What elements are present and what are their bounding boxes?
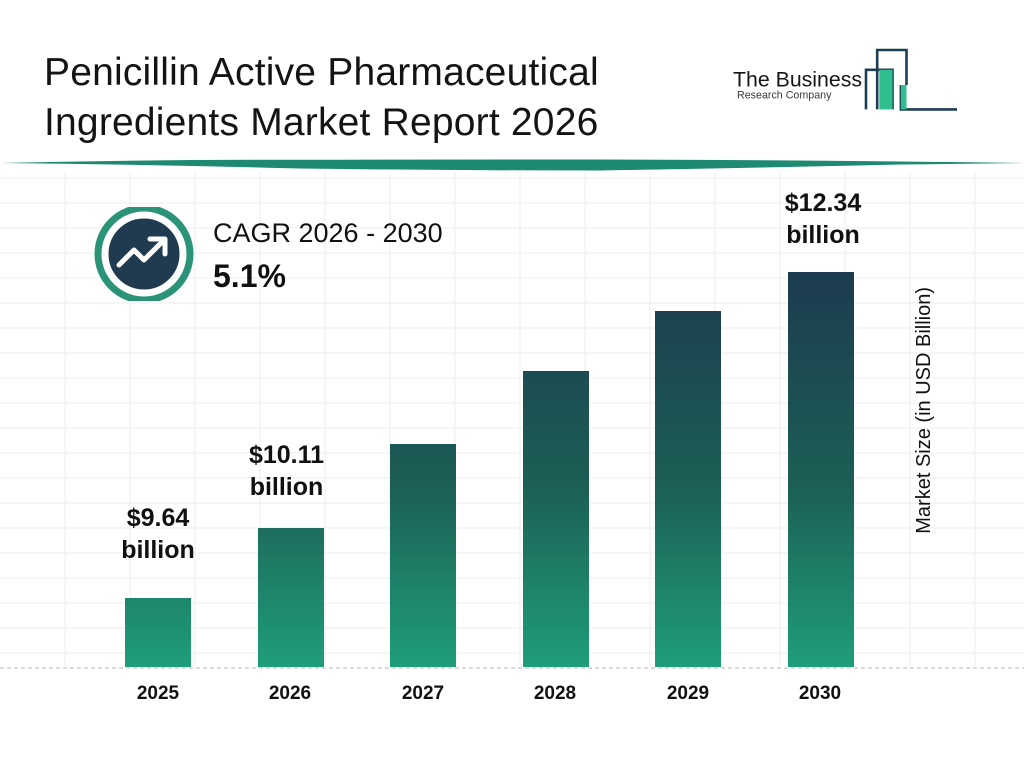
svg-text:Research Company: Research Company [737,90,832,102]
svg-text:The Business: The Business [733,68,862,92]
